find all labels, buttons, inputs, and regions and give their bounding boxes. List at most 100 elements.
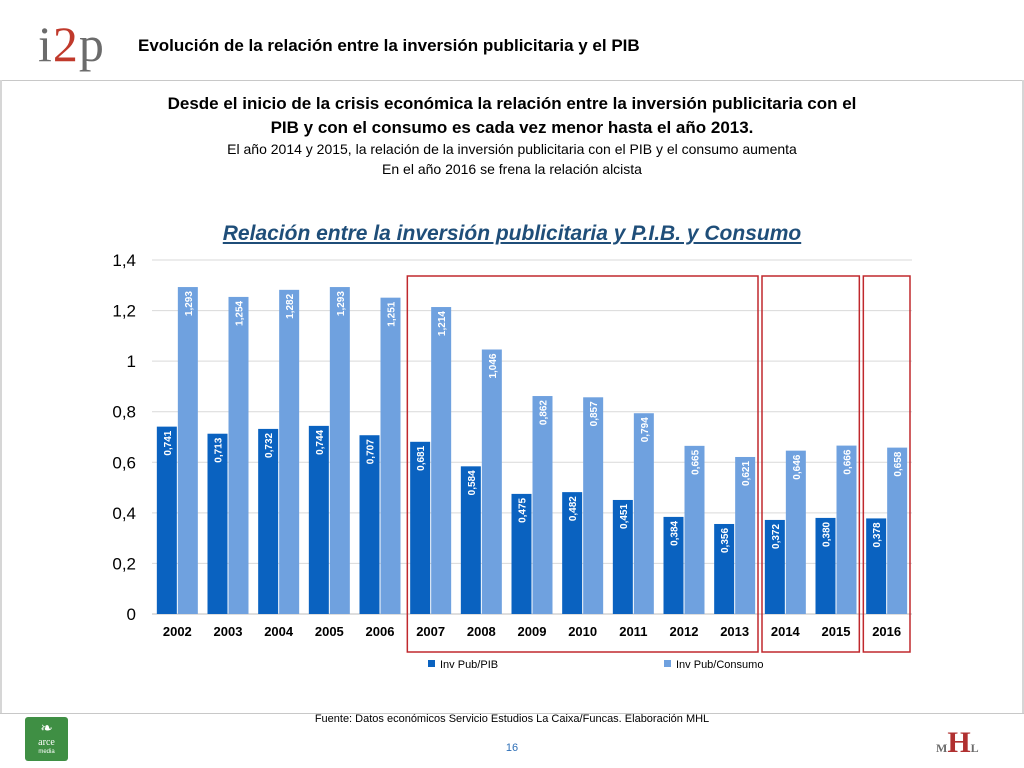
bar	[177, 287, 198, 614]
page-number: 16	[505, 742, 519, 754]
bar	[511, 493, 532, 614]
bar	[735, 456, 756, 614]
data-label: 0,658	[893, 451, 904, 476]
bar	[815, 517, 836, 614]
bar	[633, 413, 654, 614]
x-tick-label: 2010	[568, 624, 597, 639]
left-border	[0, 80, 2, 713]
data-label: 0,646	[792, 454, 803, 479]
data-label: 0,621	[741, 461, 752, 486]
source-note: Fuente: Datos económicos Servicio Estudi…	[314, 713, 710, 725]
bar	[663, 516, 684, 614]
data-label: 1,293	[336, 291, 347, 316]
bar	[359, 435, 380, 614]
data-label: 0,666	[843, 449, 854, 474]
bar	[481, 349, 502, 614]
x-tick-label: 2013	[720, 624, 749, 639]
highlight-box	[761, 275, 861, 653]
data-label: 0,713	[214, 437, 225, 462]
bar	[380, 297, 401, 614]
data-label: 1,282	[285, 293, 296, 318]
y-tick-label: 1,4	[112, 251, 136, 270]
data-label: 0,482	[568, 496, 579, 521]
data-label: 0,665	[691, 449, 702, 474]
bar	[308, 425, 329, 614]
data-label: 0,380	[822, 521, 833, 546]
arce-media-logo: ❧ arce media	[25, 717, 68, 761]
data-label: 1,046	[488, 353, 499, 378]
y-tick-label: 0,8	[112, 403, 136, 422]
y-tick-label: 0,2	[112, 554, 136, 573]
chart-title: Relación entre la inversión publicitaria…	[222, 222, 802, 245]
data-label: 0,681	[416, 445, 427, 470]
footer-divider	[0, 713, 1024, 714]
data-label: 0,794	[640, 417, 651, 442]
x-tick-label: 2011	[619, 624, 647, 639]
highlight-box	[406, 275, 759, 653]
bar	[329, 287, 350, 614]
bar	[887, 447, 908, 614]
x-tick-label: 2009	[518, 624, 547, 639]
bar	[532, 396, 553, 614]
bar	[583, 397, 604, 614]
data-label: 0,741	[163, 430, 174, 455]
bar-chart: 0 0,2 0,4 0,6 0,8 1 1,2 1,4 0,741 1,293 2002 0,713 1…	[112, 251, 912, 671]
data-label: 0,744	[315, 429, 326, 454]
data-label: 0,584	[467, 470, 478, 495]
bar	[714, 523, 735, 614]
x-tick-label: 2007	[416, 624, 445, 639]
data-label: 0,384	[670, 520, 681, 545]
legend-label: Inv Pub/PIB	[440, 659, 498, 671]
bar	[460, 466, 481, 614]
x-tick-label: 2006	[366, 624, 395, 639]
y-tick-label: 1	[127, 352, 136, 371]
data-label: 0,707	[366, 439, 377, 464]
legend-swatch	[664, 660, 671, 667]
bar	[228, 296, 249, 614]
data-label: 0,356	[720, 528, 731, 553]
data-label: 1,251	[387, 301, 398, 326]
bar	[764, 519, 785, 614]
data-label: 1,293	[184, 291, 195, 316]
highlight-box	[862, 275, 911, 653]
bar	[156, 426, 177, 614]
x-tick-label: 2012	[670, 624, 699, 639]
data-label: 1,214	[437, 311, 448, 336]
intro-line-4: En el año 2016 se frena la relación alci…	[382, 161, 642, 177]
x-tick-label: 2014	[771, 624, 801, 639]
data-label: 0,862	[539, 400, 550, 425]
bar	[431, 307, 452, 614]
data-label: 0,857	[589, 401, 600, 426]
data-label: 0,451	[619, 504, 630, 529]
y-tick-label: 0	[127, 605, 136, 624]
legend-label: Inv Pub/Consumo	[676, 659, 763, 671]
legend-swatch	[428, 660, 435, 667]
x-tick-label: 2005	[315, 624, 344, 639]
y-tick-label: 0,4	[112, 504, 136, 523]
bar	[258, 428, 279, 614]
data-label: 0,475	[518, 497, 529, 522]
data-label: 0,732	[264, 432, 275, 457]
x-tick-label: 2016	[872, 624, 901, 639]
intro-line-2: PIB y con el consumo es cada vez menor h…	[270, 118, 754, 137]
i2p-logo: i2p	[38, 16, 105, 72]
x-tick-label: 2003	[214, 624, 243, 639]
data-label: 0,372	[771, 524, 782, 549]
bar	[684, 445, 705, 614]
right-border	[1022, 80, 1024, 713]
leaf-icon: ❧	[40, 720, 53, 737]
bar	[866, 518, 887, 614]
page-title: Evolución de la relación entre la invers…	[138, 36, 640, 55]
x-tick-label: 2002	[163, 624, 192, 639]
x-tick-label: 2004	[264, 624, 294, 639]
bar	[785, 450, 806, 614]
header-divider	[0, 80, 1024, 81]
x-tick-label: 2015	[822, 624, 851, 639]
bar	[279, 289, 300, 614]
data-label: 0,378	[872, 522, 883, 547]
intro-line-1: Desde el inicio de la crisis económica l…	[167, 94, 857, 113]
bar	[612, 499, 633, 614]
intro-line-3: El año 2014 y 2015, la relación de la in…	[227, 141, 797, 157]
mhl-logo: MHL	[936, 726, 979, 759]
bar	[410, 441, 431, 614]
